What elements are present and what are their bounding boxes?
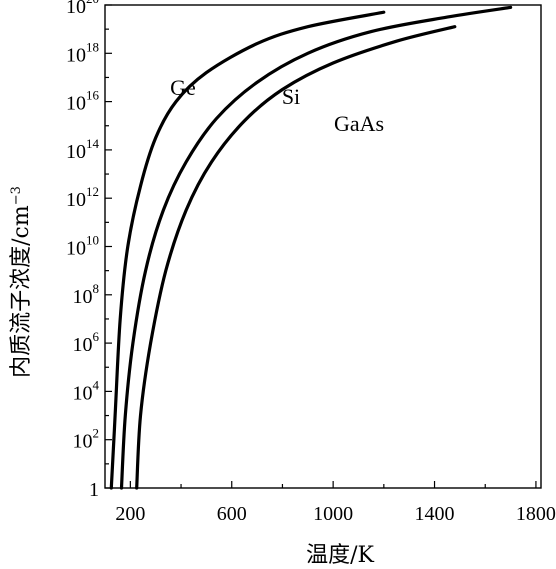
x-tick-label: 1800 [516,503,556,525]
y-tick-exp: 10 [86,233,99,248]
y-tick-base: 10 [73,382,93,404]
y-tick-exp: 8 [93,281,100,296]
y-axis-label-main: 内质流子浓度/cm [9,205,34,378]
y-tick-label: 1016 [66,88,100,115]
y-tick-label: 1020 [66,0,99,18]
y-tick-label: 102 [73,426,100,453]
y-tick-label: 1012 [66,184,99,211]
y-tick-exp: 12 [86,184,99,199]
x-tick-label: 1000 [313,503,353,525]
y-tick-exp: 6 [93,329,100,344]
y-tick-base: 10 [73,431,93,453]
y-tick-exp: 2 [93,426,100,441]
y-tick-base: 10 [66,44,86,66]
y-axis-label: 内质流子浓度/cm−3 [9,186,34,378]
y-tick-exp: 4 [93,377,100,392]
y-tick-label: 108 [73,281,100,308]
y-tick-exp: 18 [86,39,99,54]
series-label-ge: Ge [170,75,196,100]
y-tick-label: 1014 [66,136,100,163]
x-tick-label: 1400 [415,503,455,525]
y-tick-base: 10 [66,141,86,163]
y-tick-label: 106 [73,329,100,356]
y-tick-label: 1018 [66,39,99,66]
x-axis-label: 温度/K [306,543,374,568]
y-tick-label: 1010 [66,233,99,260]
y-tick-base: 10 [66,93,86,115]
y-tick-base: 10 [73,334,93,356]
curve-ge [109,10,386,490]
x-tick-label: 200 [115,503,145,525]
y-tick-exp: 16 [86,88,100,103]
series-label-si: Si [282,84,300,109]
curve-si [119,5,513,490]
y-tick-base: 10 [66,238,86,260]
curves [109,5,513,490]
y-tick-exp: 20 [86,0,99,6]
series-label-gaas: GaAs [334,111,384,136]
y-tick-base: 10 [73,286,93,308]
curve-gaas [135,25,457,490]
y-tick-base: 10 [66,189,86,211]
x-ticks: 200 600 1000 1400 1800 [115,481,556,525]
y-tick-base: 10 [66,0,86,18]
y-tick-label: 1 [89,479,99,501]
y-tick-exp: 14 [86,136,100,151]
x-tick-label: 600 [217,503,247,525]
y-ticks: 1102104106108101010121014101610181020 [66,0,112,501]
series-labels: Ge Si GaAs [170,75,384,136]
y-tick-label: 104 [73,377,100,404]
y-axis-label-exp: −3 [9,186,24,205]
